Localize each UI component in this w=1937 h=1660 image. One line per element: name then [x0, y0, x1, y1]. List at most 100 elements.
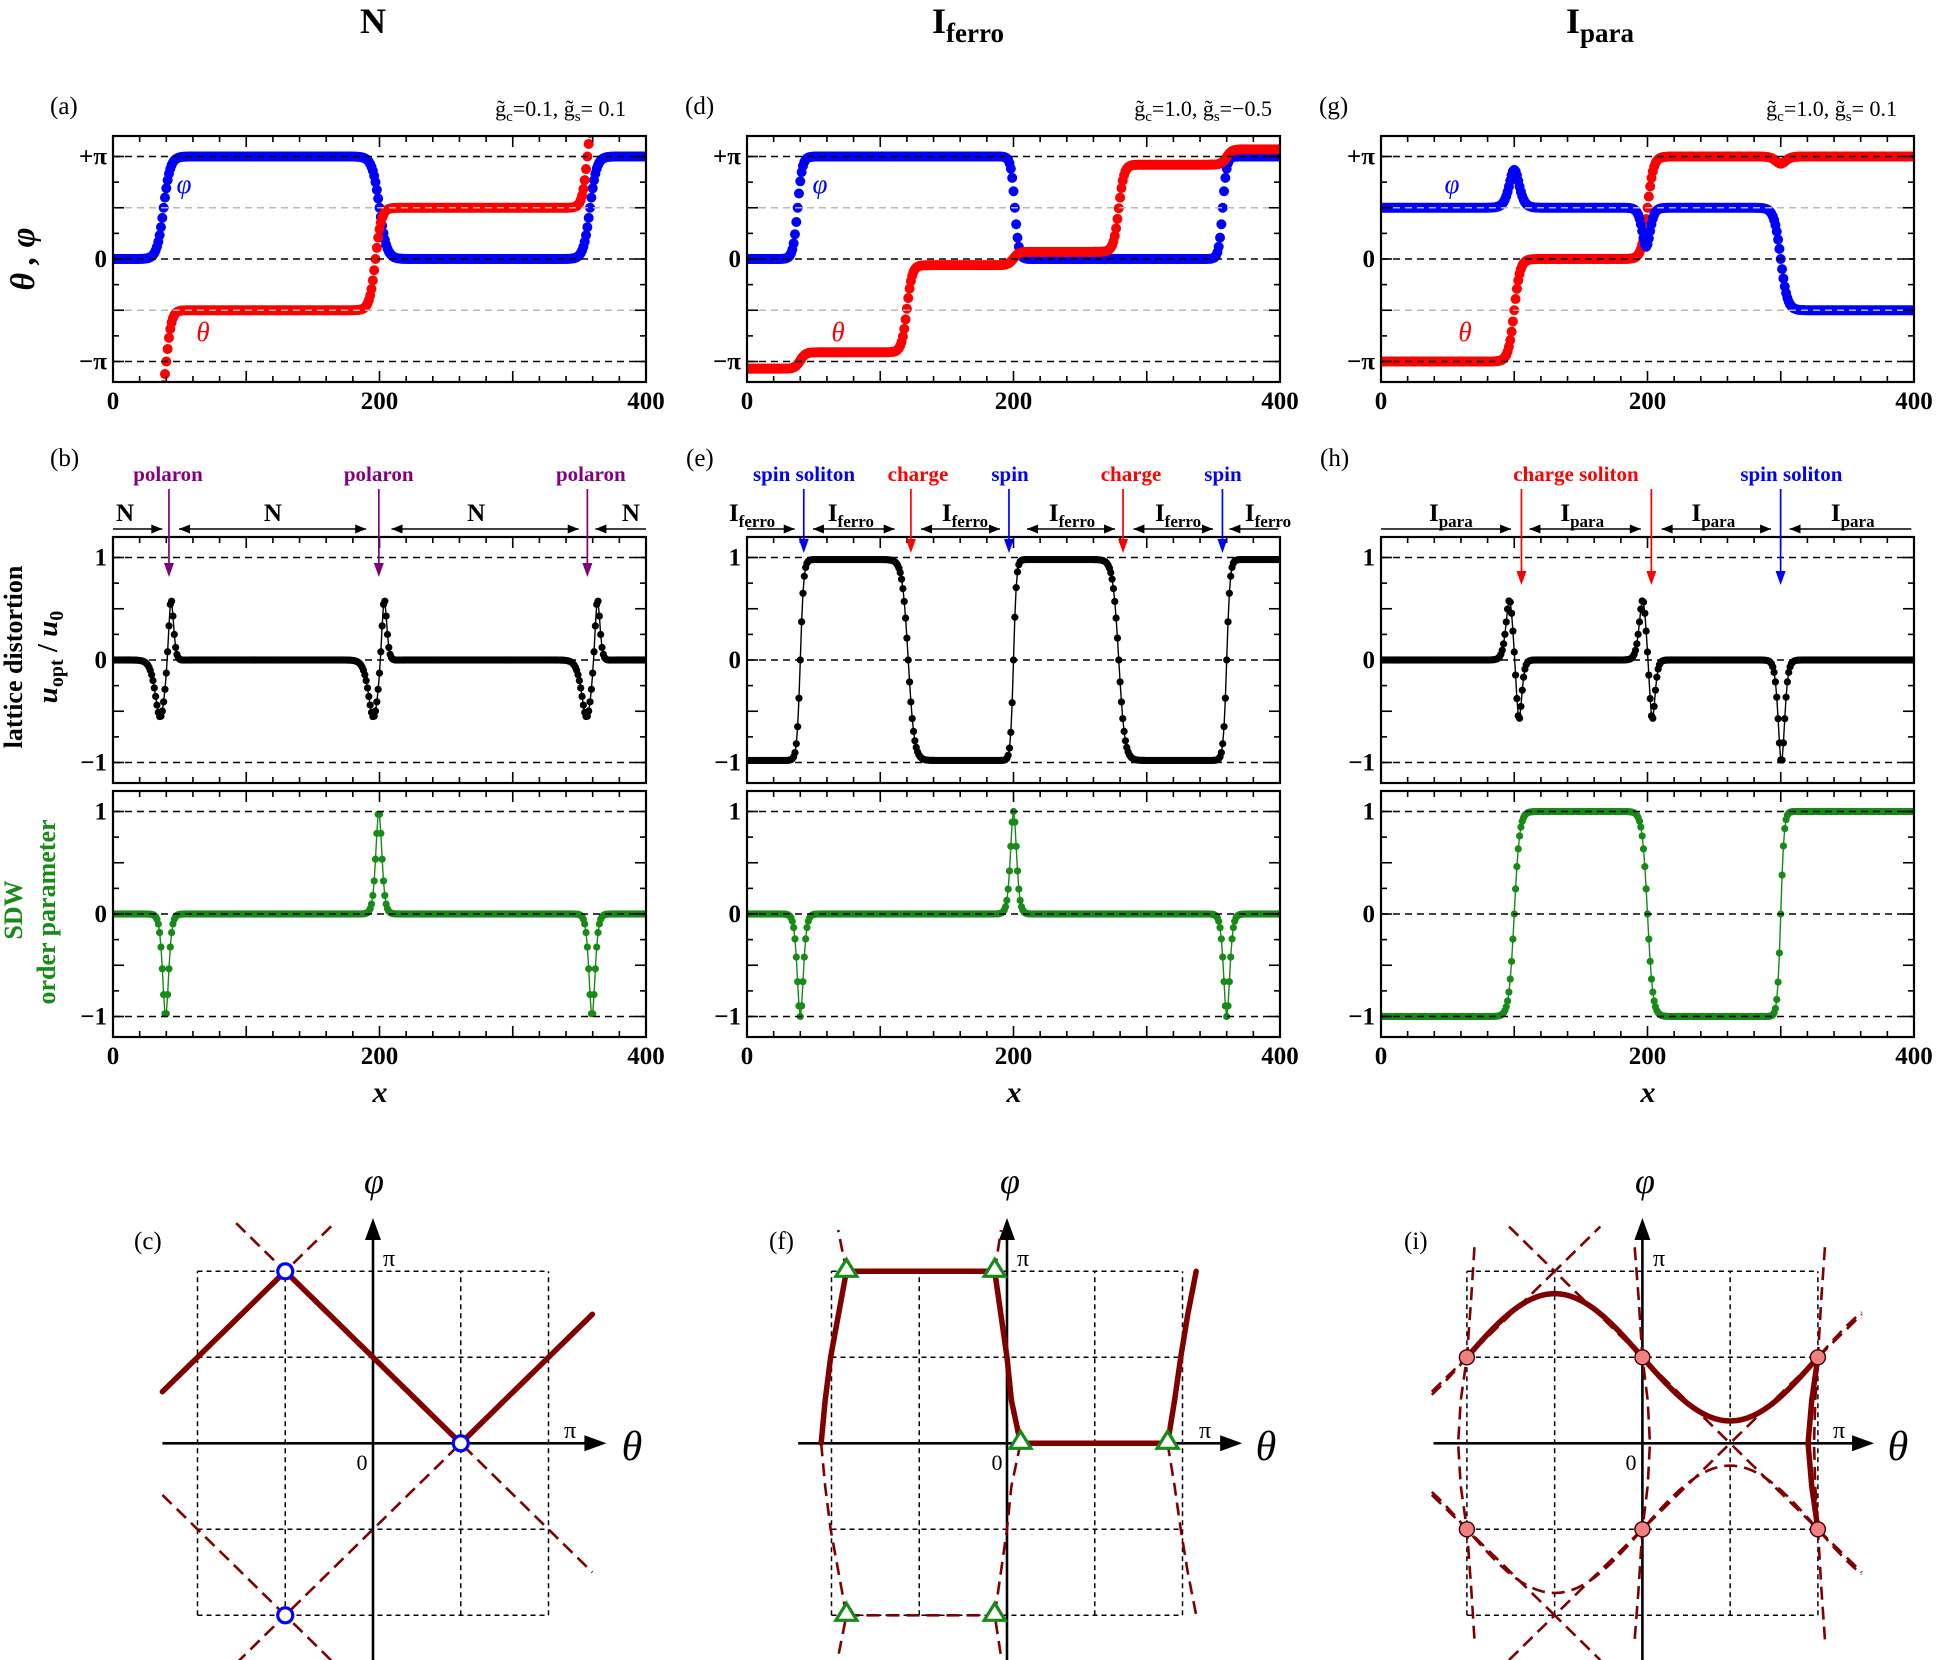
data-point — [1007, 172, 1018, 183]
data-point — [1643, 191, 1654, 202]
data-point — [1016, 896, 1024, 904]
data-point — [626, 100, 636, 110]
data-point — [1645, 671, 1653, 679]
data-point — [1645, 181, 1656, 192]
data-point — [1225, 978, 1233, 986]
region-name: N — [264, 500, 282, 527]
data-point — [153, 701, 161, 709]
data-point — [791, 217, 802, 228]
region-name: I — [729, 500, 739, 527]
data-point — [1778, 273, 1789, 284]
region-label: N — [116, 500, 134, 527]
data-point — [169, 612, 177, 620]
data-point — [901, 614, 910, 622]
fixed-point-marker — [981, 1600, 1009, 1622]
data-point — [1224, 618, 1232, 626]
axis-arrow-icon — [365, 1217, 381, 1240]
data-point — [1108, 575, 1116, 583]
data-point — [1003, 896, 1011, 904]
x-tick-label: 200 — [361, 1043, 399, 1070]
data-point — [585, 707, 593, 715]
axis-arrow-icon — [999, 1217, 1015, 1240]
region-label: Iferro — [1049, 500, 1095, 531]
data-point — [800, 953, 808, 961]
data-point — [791, 748, 799, 757]
separatrix-curve-dashed — [819, 1443, 848, 1657]
arrow-head-icon — [798, 539, 809, 553]
data-point — [371, 184, 382, 195]
data-point — [165, 965, 173, 973]
data-point — [896, 569, 904, 577]
data-point — [1224, 1002, 1232, 1010]
region-subscript: ferro — [1059, 512, 1096, 531]
data-point — [899, 585, 907, 593]
data-point — [373, 232, 384, 243]
data-point — [1511, 283, 1522, 294]
data-point — [1771, 226, 1782, 237]
panel-d: +π0−π0 200 400 — [713, 134, 1299, 415]
arrow-head-icon — [1133, 524, 1145, 534]
y-tick-label: −1 — [714, 750, 741, 777]
data-point — [1115, 656, 1123, 664]
data-point — [1119, 714, 1127, 723]
x-tick-label: 0 — [107, 388, 120, 415]
panel-c — [159, 1217, 607, 1660]
data-point — [1116, 678, 1124, 686]
data-point — [378, 855, 386, 863]
data-point — [1112, 614, 1120, 622]
separatrix-curve-dashed — [993, 1443, 1022, 1657]
solution-curve — [991, 1268, 1024, 1447]
data-point — [170, 630, 178, 639]
x-tick-label: 0 — [1375, 388, 1388, 415]
data-point — [172, 643, 180, 652]
data-point — [629, 100, 639, 110]
data-point — [159, 369, 170, 380]
annotation-label: charge — [888, 462, 949, 486]
y-tick-label: 0 — [729, 246, 742, 273]
region-name: I — [1245, 500, 1255, 527]
data-point — [1505, 335, 1516, 346]
data-point — [641, 100, 651, 110]
region-name: I — [942, 500, 952, 527]
data-point — [155, 400, 165, 410]
data-point — [1783, 678, 1792, 686]
data-point — [1229, 924, 1237, 932]
data-point — [371, 855, 380, 863]
data-point — [371, 242, 382, 253]
annotation-label: spin soliton — [753, 462, 855, 486]
data-point — [1007, 728, 1015, 736]
data-point — [154, 920, 162, 928]
data-point — [590, 991, 598, 999]
arrow-head-icon — [989, 524, 1001, 534]
data-point — [637, 100, 647, 110]
data-point — [127, 408, 137, 418]
x-tick-label: 0 — [741, 1043, 754, 1070]
data-point — [909, 727, 918, 736]
data-point — [1637, 225, 1648, 236]
x-tick-label: 400 — [1261, 388, 1299, 415]
data-point — [385, 643, 393, 652]
arrow-head-icon — [163, 563, 174, 577]
region-label: Iferro — [942, 500, 988, 531]
x-tick-label: 400 — [627, 1043, 665, 1070]
data-point — [365, 692, 373, 701]
data-point — [156, 396, 166, 406]
fixed-point-marker — [1007, 1428, 1034, 1450]
data-point — [1635, 618, 1644, 626]
region-label: Iferro — [1245, 500, 1291, 531]
series-line — [1381, 599, 1914, 761]
data-point — [630, 100, 640, 110]
data-point — [1781, 715, 1789, 723]
plot-area — [1381, 597, 1914, 764]
data-point — [381, 597, 389, 605]
data-point — [1220, 978, 1228, 986]
data-point — [157, 943, 165, 951]
panel-f — [798, 1217, 1243, 1660]
data-point — [1004, 751, 1012, 759]
data-point — [1653, 673, 1661, 681]
data-point — [1650, 702, 1658, 711]
region-subscript: ferro — [1255, 512, 1292, 531]
data-point — [371, 707, 380, 715]
fixed-point-marker — [981, 1256, 1009, 1278]
data-point — [366, 283, 377, 294]
